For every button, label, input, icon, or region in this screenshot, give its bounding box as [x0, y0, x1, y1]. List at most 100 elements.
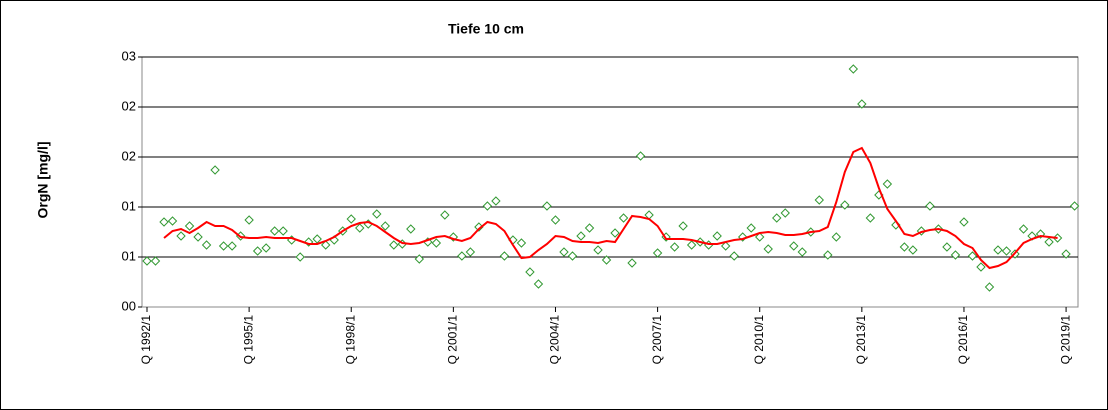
- x-tick-label: Q 2001/1: [446, 315, 460, 365]
- y-tick-label: 00: [122, 298, 136, 313]
- data-point: [431, 238, 442, 248]
- data-point: [380, 221, 390, 231]
- data-point: [482, 201, 493, 211]
- plot-area: [141, 56, 1079, 308]
- data-point: [967, 251, 978, 261]
- x-tick-label: Q 2010/1: [752, 315, 766, 365]
- data-point: [372, 209, 382, 219]
- y-tick-label: 02: [122, 148, 136, 163]
- data-point: [925, 201, 935, 211]
- data-point: [184, 221, 195, 231]
- data-point: [499, 251, 510, 261]
- data-point: [755, 232, 765, 242]
- data-point: [669, 242, 680, 252]
- data-point: [729, 251, 739, 261]
- data-point: [550, 215, 561, 225]
- data-point: [516, 238, 527, 248]
- data-point: [542, 201, 552, 211]
- y-tick-label: 01: [122, 198, 136, 213]
- x-tick-label: Q 1995/1: [241, 315, 255, 365]
- y-axis-label: OrgN [mg/l]: [35, 142, 51, 219]
- data-point: [763, 244, 773, 254]
- data-point: [150, 256, 161, 266]
- data-point: [993, 245, 1003, 255]
- data-point: [959, 217, 969, 227]
- data-point: [627, 258, 637, 268]
- data-point: [746, 223, 756, 233]
- data-point: [712, 231, 722, 241]
- data-point: [1069, 201, 1080, 211]
- data-point: [414, 254, 425, 264]
- data-point: [908, 245, 918, 255]
- data-point: [976, 262, 986, 272]
- x-tick-label: Q 1992/1: [139, 315, 153, 365]
- data-point: [1001, 246, 1012, 256]
- y-tick-label: 02: [122, 98, 136, 113]
- data-point: [218, 241, 229, 251]
- data-point: [440, 210, 450, 220]
- data-point: [601, 255, 612, 265]
- data-point: [1044, 237, 1054, 247]
- data-point: [210, 165, 220, 175]
- x-tick-label: Q 2016/1: [956, 315, 970, 365]
- data-point: [797, 247, 807, 257]
- data-point: [465, 247, 476, 257]
- data-point: [355, 223, 365, 233]
- data-point: [457, 251, 467, 261]
- x-tick-label: Q 1998/1: [343, 315, 357, 365]
- data-point: [984, 282, 995, 292]
- data-point: [593, 245, 603, 255]
- x-tick-label: Q 2013/1: [854, 315, 868, 365]
- data-point: [882, 179, 893, 189]
- data-point: [720, 241, 731, 251]
- data-point: [176, 231, 186, 241]
- data-point: [686, 240, 697, 250]
- data-point: [635, 151, 646, 161]
- data-point: [389, 240, 399, 250]
- x-tick-label: Q 2019/1: [1058, 315, 1072, 365]
- data-point: [159, 217, 169, 227]
- data-point: [559, 247, 569, 257]
- data-point: [899, 242, 910, 252]
- data-point: [261, 243, 271, 253]
- data-point: [584, 223, 595, 233]
- data-point: [533, 279, 544, 289]
- data-point: [167, 216, 178, 226]
- x-tick-label: Q 2007/1: [650, 315, 664, 365]
- data-point: [244, 215, 254, 225]
- data-point: [491, 196, 501, 206]
- data-point: [789, 241, 799, 251]
- data-point: [772, 213, 782, 223]
- data-point: [321, 240, 331, 250]
- data-point: [840, 200, 850, 210]
- data-point: [942, 242, 952, 252]
- data-point: [848, 64, 859, 74]
- data-point: [525, 267, 535, 277]
- chart-title: Tiefe 10 cm: [448, 21, 524, 37]
- data-point: [193, 232, 203, 242]
- data-point: [865, 213, 876, 223]
- data-point: [269, 226, 280, 236]
- data-point: [857, 99, 867, 109]
- data-point: [610, 228, 620, 238]
- data-point: [823, 250, 833, 260]
- data-point: [950, 250, 961, 260]
- moving-average-line: [163, 146, 1058, 270]
- data-point: [780, 208, 790, 218]
- data-point: [278, 226, 288, 236]
- data-point: [576, 231, 586, 241]
- data-point: [831, 232, 842, 242]
- data-point: [295, 252, 305, 262]
- data-point: [567, 251, 578, 261]
- y-tick-label: 01: [122, 248, 136, 263]
- data-point: [1018, 224, 1029, 234]
- data-point: [652, 248, 663, 258]
- y-tick-label: 03: [122, 48, 136, 63]
- data-point: [252, 246, 263, 256]
- data-point: [201, 240, 212, 250]
- data-point: [1061, 249, 1071, 259]
- data-point: [678, 221, 688, 231]
- data-point: [406, 224, 416, 234]
- data-point: [618, 213, 629, 223]
- data-point: [814, 195, 824, 205]
